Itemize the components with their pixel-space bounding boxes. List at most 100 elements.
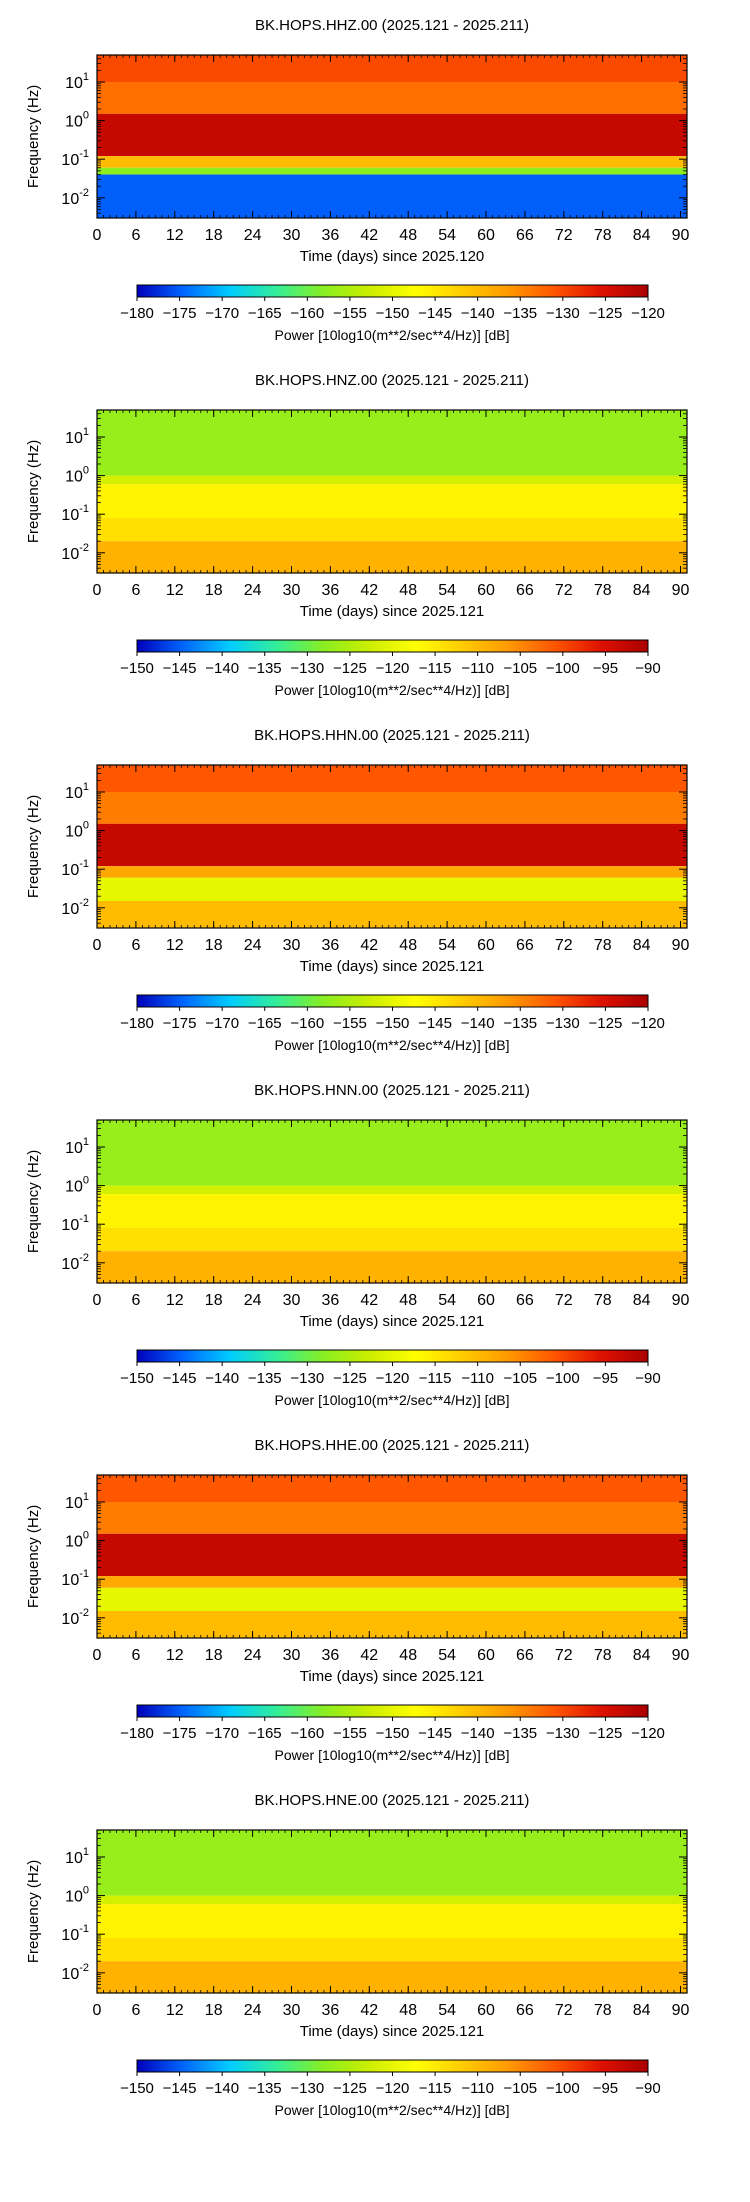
x-tick-label: 30 (283, 2002, 301, 2019)
colorbar (136, 639, 649, 653)
heatmap-band (97, 1533, 687, 1577)
heatmap-band (97, 475, 687, 485)
x-tick-label: 18 (205, 937, 223, 954)
x-tick-label: 60 (477, 2002, 495, 2019)
x-tick-label: 36 (322, 582, 340, 599)
colorbar-tick-label: −125 (333, 660, 367, 677)
x-tick-label: 30 (283, 1292, 301, 1309)
colorbar-tick-label: −155 (333, 305, 367, 322)
x-tick-label: 42 (360, 937, 378, 954)
colorbar-tick-label: −125 (333, 1370, 367, 1387)
heatmap-band (97, 113, 687, 157)
colorbar-tick-label: −120 (376, 660, 410, 677)
heatmap-band (97, 1120, 687, 1186)
colorbar-tick-label: −150 (376, 1015, 410, 1032)
x-tick-label: 42 (360, 1292, 378, 1309)
x-tick-label: 18 (205, 227, 223, 244)
colorbar-tick-label: −110 (461, 2080, 494, 2097)
colorbar-tick-label: −160 (290, 305, 324, 322)
x-axis-label: Time (days) since 2025.121 (300, 1313, 485, 1330)
colorbar-tick-label: −155 (333, 1725, 367, 1742)
y-tick-label: 10-1 (61, 1568, 89, 1589)
x-tick-label: 18 (205, 1647, 223, 1664)
y-tick-label: 10-2 (61, 897, 89, 918)
x-tick-label: 90 (672, 2002, 690, 2019)
colorbar-tick-label: −140 (205, 2080, 239, 2097)
heatmap-band (97, 877, 687, 902)
x-tick-label: 48 (399, 937, 417, 954)
colorbar-tick-label: −165 (248, 1725, 282, 1742)
y-tick-label: 101 (65, 426, 89, 447)
x-tick-label: 48 (399, 1647, 417, 1664)
x-tick-label: 48 (399, 1292, 417, 1309)
heatmap-band (97, 1961, 687, 1993)
colorbar-tick-label: −110 (461, 660, 494, 677)
heatmap-band (97, 791, 687, 824)
x-tick-label: 72 (555, 582, 573, 599)
x-tick-label: 48 (399, 582, 417, 599)
panel-title: BK.HOPS.HHE.00 (2025.121 - 2025.211) (255, 1437, 530, 1454)
colorbar-tick-label: −175 (163, 1015, 197, 1032)
heatmap-band (97, 1611, 687, 1638)
x-tick-label: 6 (131, 2002, 140, 2019)
heatmap-band (97, 1227, 687, 1252)
y-tick-label: 10-1 (61, 148, 89, 169)
panel-title: BK.HOPS.HNE.00 (2025.121 - 2025.211) (255, 1792, 530, 1809)
heatmap-band (97, 174, 687, 218)
y-tick-label: 10-2 (61, 1252, 89, 1273)
x-tick-label: 84 (633, 2002, 651, 2019)
x-tick-label: 48 (399, 2002, 417, 2019)
colorbar-tick-label: −140 (205, 660, 239, 677)
heatmap-band (97, 1895, 687, 1905)
x-tick-label: 90 (672, 227, 690, 244)
colorbar-tick-label: −140 (461, 1015, 495, 1032)
x-tick-label: 0 (93, 1292, 102, 1309)
x-tick-label: 72 (555, 937, 573, 954)
x-tick-label: 42 (360, 227, 378, 244)
colorbar (136, 284, 649, 298)
colorbar-tick-label: −135 (248, 2080, 282, 2097)
x-axis-label: Time (days) since 2025.121 (300, 2023, 485, 2040)
y-axis-label: Frequency (Hz) (25, 1505, 42, 1608)
y-axis-label: Frequency (Hz) (25, 1150, 42, 1253)
colorbar-tick-label: −90 (635, 660, 660, 677)
colorbar-tick-label: −130 (290, 2080, 324, 2097)
y-tick-label: 100 (65, 1885, 89, 1906)
colorbar-tick-label: −180 (120, 1725, 154, 1742)
colorbar-tick-label: −140 (461, 1725, 495, 1742)
x-tick-label: 78 (594, 227, 612, 244)
colorbar-tick-label: −135 (503, 1015, 537, 1032)
colorbar-tick-label: −105 (503, 2080, 537, 2097)
colorbar-label: Power [10log10(m**2/sec**4/Hz)] [dB] (275, 1392, 510, 1408)
y-tick-label: 10-2 (61, 1962, 89, 1983)
colorbar-tick-label: −95 (593, 2080, 618, 2097)
colorbar-tick-label: −150 (120, 2080, 154, 2097)
heatmap-band (97, 81, 687, 114)
x-tick-label: 0 (93, 1647, 102, 1664)
colorbar-tick-label: −175 (163, 305, 197, 322)
x-tick-label: 30 (283, 937, 301, 954)
colorbar-tick-label: −125 (333, 2080, 367, 2097)
x-axis-label: Time (days) since 2025.121 (300, 1668, 485, 1685)
x-tick-label: 60 (477, 1292, 495, 1309)
colorbar-tick-label: −115 (419, 2080, 452, 2097)
x-tick-label: 54 (438, 937, 456, 954)
y-tick-label: 10-1 (61, 1213, 89, 1234)
x-tick-label: 0 (93, 582, 102, 599)
y-tick-label: 10-1 (61, 503, 89, 524)
x-tick-label: 60 (477, 1647, 495, 1664)
colorbar-tick-label: −165 (248, 1015, 282, 1032)
heatmap-band (97, 156, 687, 168)
y-tick-label: 100 (65, 1530, 89, 1551)
x-tick-label: 24 (244, 1647, 262, 1664)
colorbar-tick-label: −140 (205, 1370, 239, 1387)
plot-frame (96, 1829, 688, 1994)
heatmap-band (97, 1587, 687, 1612)
colorbar-tick-label: −100 (546, 2080, 580, 2097)
plot-frame (96, 764, 688, 929)
spectrogram-panel: BK.HOPS.HNZ.00 (2025.121 - 2025.211) 0 6 12… (25, 372, 690, 698)
x-tick-label: 36 (322, 1647, 340, 1664)
x-tick-label: 78 (594, 2002, 612, 2019)
y-axis-label: Frequency (Hz) (25, 440, 42, 543)
x-tick-label: 30 (283, 582, 301, 599)
